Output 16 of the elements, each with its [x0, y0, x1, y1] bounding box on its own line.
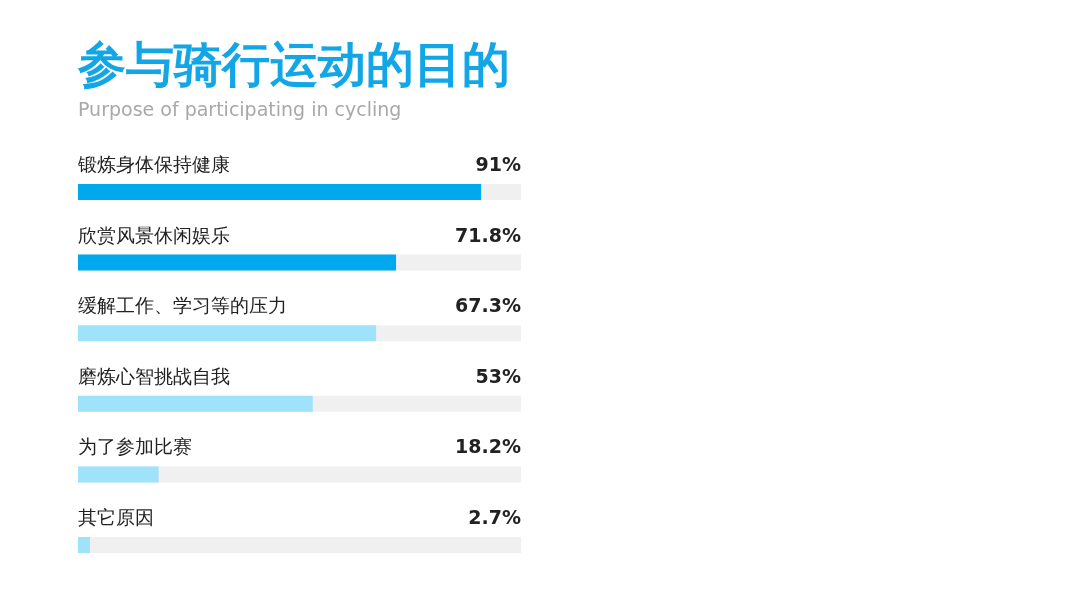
y-tick-label: 磨炼心智挑战自我 — [78, 364, 230, 387]
y-tick-label: 欣赏风景休闲娱乐 — [78, 223, 230, 246]
data-label: 2.7% — [468, 505, 521, 528]
data-label: 53% — [475, 364, 521, 387]
bar — [78, 466, 159, 483]
data-label: 18.2% — [455, 435, 521, 458]
chart-subtitle: Purpose of participating in cycling — [78, 97, 402, 121]
data-label: 71.8% — [455, 223, 521, 246]
chart-title: 参与骑行运动的目的 — [78, 35, 510, 94]
y-tick-label: 为了参加比赛 — [78, 435, 192, 458]
data-label: 67.3% — [455, 293, 521, 316]
y-tick-label: 锻炼身体保持健康 — [77, 152, 230, 175]
y-tick-label: 缓解工作、学习等的压力 — [78, 293, 287, 316]
y-tick-label: 其它原因 — [78, 505, 154, 528]
bar — [78, 536, 90, 553]
data-label: 91% — [475, 152, 521, 175]
